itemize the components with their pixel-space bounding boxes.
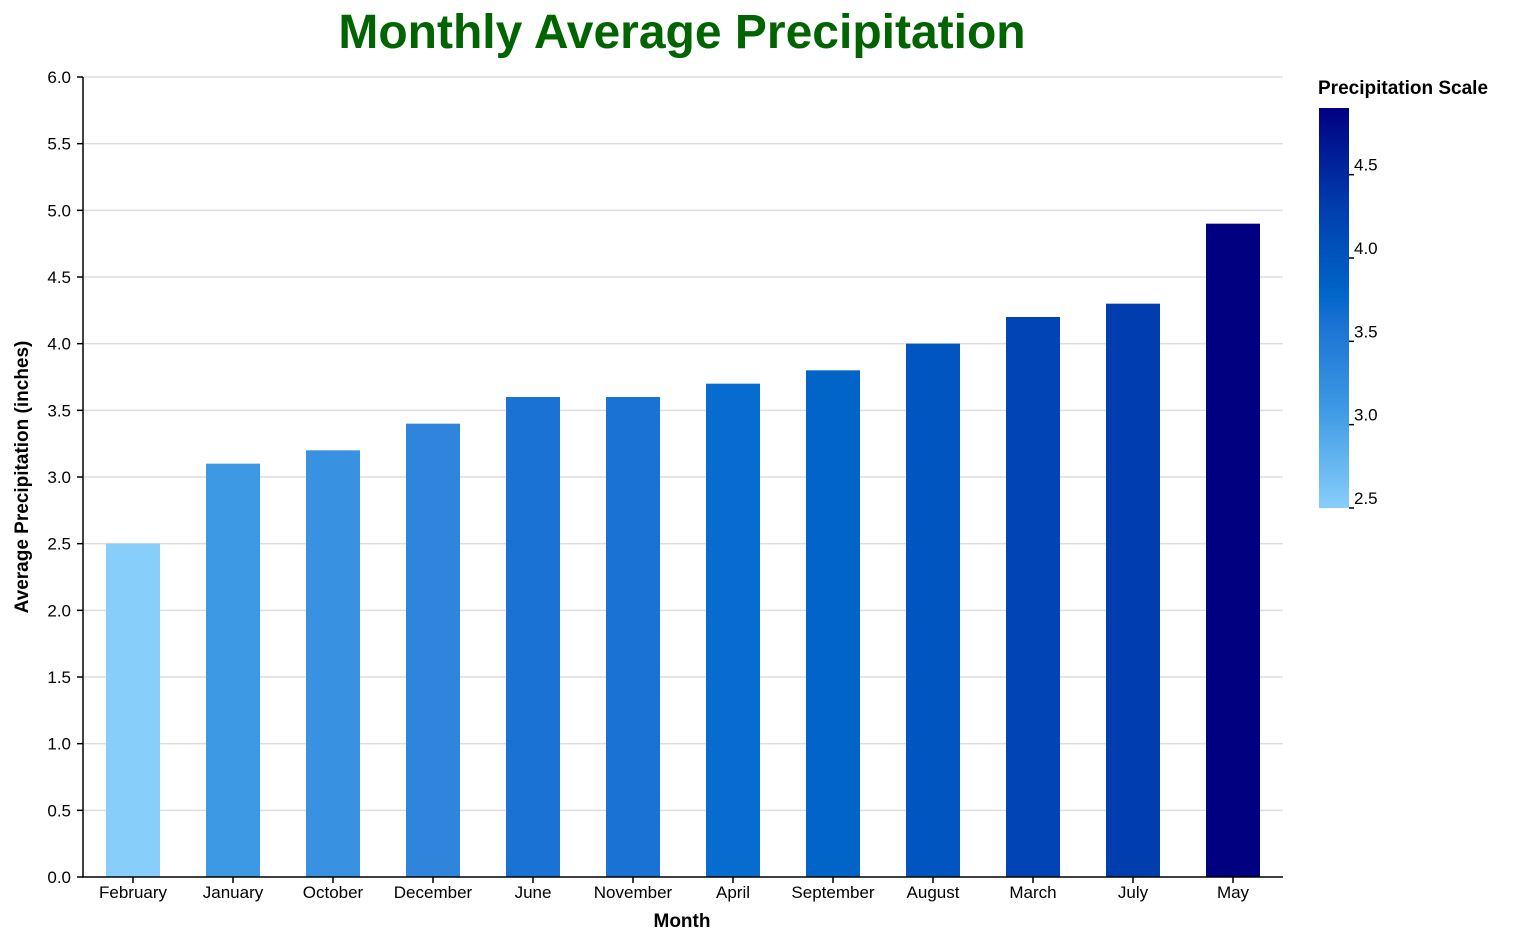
legend-tick-label: 4.5 [1354, 156, 1378, 175]
y-tick-label: 4.0 [47, 335, 71, 354]
y-tick-label: 5.5 [47, 135, 71, 154]
legend-tick-label: 3.5 [1354, 322, 1378, 341]
bar-november [606, 397, 660, 877]
x-tick-label: November [594, 883, 673, 902]
x-tick-label: July [1118, 883, 1149, 902]
y-tick-label: 4.5 [47, 268, 71, 287]
bar-july [1106, 303, 1160, 878]
x-tick-label: January [203, 883, 264, 902]
y-tick-label: 5.0 [47, 201, 71, 220]
bar-december [406, 423, 460, 877]
x-tick-label: February [99, 883, 168, 902]
x-tick-label: December [394, 883, 473, 902]
y-tick-label: 1.5 [47, 668, 71, 687]
gridlines [83, 76, 1283, 812]
y-axis-ticks: 0.0 0.5 1.0 1.5 2.0 2.5 3.0 3.5 4.0 4.5 5.0 5.5 6.0 [47, 68, 83, 887]
bars [106, 223, 1260, 878]
bar-january [206, 463, 260, 877]
color-legend: Precipitation Scale 2.5 3.0 3.5 4.0 4.5 [1318, 78, 1488, 509]
legend-ticks: 2.5 3.0 3.5 4.0 4.5 [1349, 156, 1378, 509]
legend-title: Precipitation Scale [1318, 78, 1488, 99]
x-tick-label: August [907, 883, 960, 902]
legend-tick-label: 3.0 [1354, 406, 1378, 425]
bar-october [306, 450, 360, 877]
y-axis-title: Average Precipitation (inches) [12, 341, 33, 614]
y-tick-label: 1.0 [47, 735, 71, 754]
chart-title: Monthly Average Precipitation [338, 6, 1025, 59]
bar-may [1206, 223, 1260, 877]
bar-august [906, 343, 960, 878]
bar-june [506, 397, 560, 877]
y-tick-label: 2.0 [47, 601, 71, 620]
bar-september [806, 370, 860, 877]
x-tick-label: September [791, 883, 874, 902]
bar-april [706, 383, 760, 877]
legend-tick-label: 4.0 [1354, 239, 1378, 258]
y-tick-label: 3.5 [47, 401, 71, 420]
x-tick-label: March [1009, 883, 1056, 902]
y-tick-label: 2.5 [47, 535, 71, 554]
x-axis-title: Month [654, 911, 711, 932]
bar-february [106, 543, 160, 877]
y-tick-label: 6.0 [47, 68, 71, 87]
x-axis-ticks: February January October December June Novemb… [99, 877, 1250, 902]
x-tick-label: October [303, 883, 364, 902]
legend-tick-label: 2.5 [1354, 489, 1378, 508]
y-tick-label: 0.0 [47, 868, 71, 887]
x-tick-label: June [515, 883, 552, 902]
y-tick-label: 3.0 [47, 468, 71, 487]
x-tick-label: May [1217, 883, 1250, 902]
y-tick-label: 0.5 [47, 801, 71, 820]
x-tick-label: April [716, 883, 750, 902]
bar-march [1006, 317, 1060, 877]
legend-gradient-bar [1319, 108, 1349, 508]
